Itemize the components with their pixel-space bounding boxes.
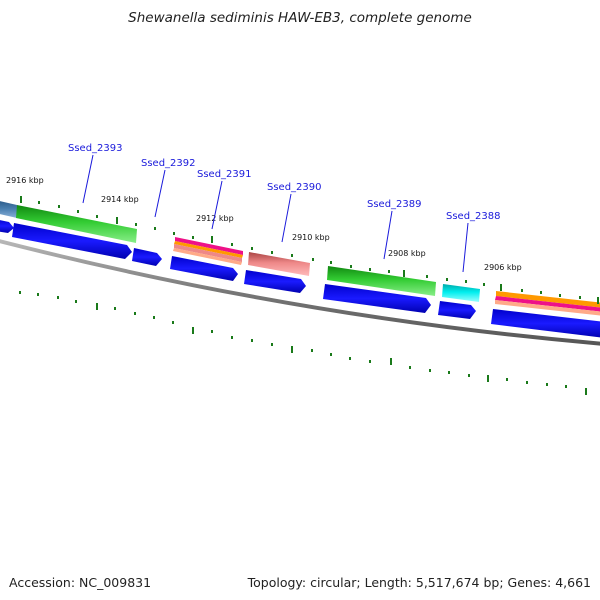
- cds-arrow-track: [0, 220, 600, 338]
- gene-label[interactable]: Ssed_2392: [141, 158, 196, 169]
- gene-leader-line: [211, 180, 223, 230]
- gene-label[interactable]: Ssed_2388: [446, 211, 501, 222]
- feature-cyan-ssed-2388: [442, 284, 480, 302]
- cds-arrow: [132, 248, 162, 266]
- cds-arrow: [491, 309, 600, 338]
- feature-multicolor-next: [495, 291, 600, 316]
- gene-leader-line: [82, 154, 94, 204]
- cds-arrow: [12, 223, 132, 259]
- gene-leader-line: [462, 222, 469, 273]
- map-title: Shewanella sediminis HAW-EB3, complete g…: [128, 10, 472, 26]
- feature-green-ssed-2393: [16, 205, 137, 243]
- kbp-label: 2908 kbp: [388, 249, 426, 258]
- accession-text: Accession: NC_009831: [9, 575, 152, 590]
- cds-arrow: [170, 256, 238, 281]
- feature-multicolor-ssed-2391: [173, 237, 243, 265]
- cds-arrow: [438, 301, 476, 319]
- kbp-label: 2912 kbp: [196, 214, 234, 223]
- kbp-label: 2916 kbp: [6, 176, 44, 185]
- feature-green-ssed-2389: [327, 266, 436, 296]
- gene-label[interactable]: Ssed_2390: [267, 182, 322, 193]
- cds-arrow: [244, 270, 306, 293]
- scale-ticks: [19, 196, 599, 395]
- gene-leader-line: [154, 169, 166, 218]
- kbp-label: 2910 kbp: [292, 233, 330, 242]
- feature-steel: [0, 201, 17, 218]
- gene-label[interactable]: Ssed_2393: [68, 143, 123, 154]
- kbp-label: 2914 kbp: [101, 195, 139, 204]
- kbp-label: 2906 kbp: [484, 263, 522, 272]
- cds-arrow: [323, 284, 431, 313]
- gene-label[interactable]: Ssed_2391: [197, 169, 252, 180]
- scale-labels: 2916 kbp 2914 kbp 2912 kbp 2910 kbp 2908 kbp…: [6, 176, 522, 272]
- gene-label[interactable]: Ssed_2389: [367, 199, 422, 210]
- feature-track: [0, 201, 600, 316]
- cds-arrow: [0, 220, 14, 233]
- feature-pink-ssed-2390: [248, 252, 310, 276]
- gene-leader-line: [383, 210, 393, 260]
- gene-leader-line: [281, 193, 292, 243]
- topology-summary: Topology: circular; Length: 5,517,674 bp…: [247, 575, 591, 590]
